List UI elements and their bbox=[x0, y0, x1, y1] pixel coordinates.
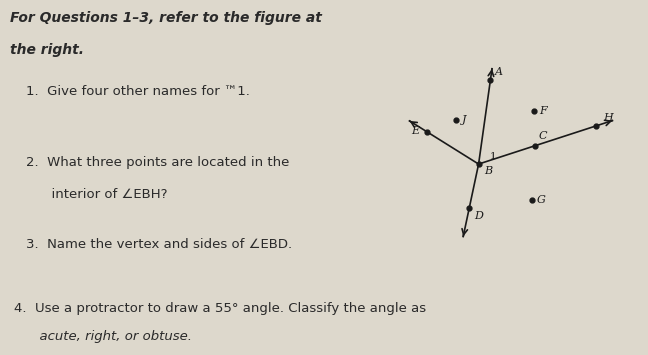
Text: interior of ∠EBH?: interior of ∠EBH? bbox=[26, 188, 167, 201]
Text: A: A bbox=[495, 67, 503, 77]
Text: For Questions 1–3, refer to the figure at: For Questions 1–3, refer to the figure a… bbox=[10, 11, 322, 24]
Text: E: E bbox=[411, 126, 419, 136]
Text: 3.  Name the vertex and sides of ∠EBD.: 3. Name the vertex and sides of ∠EBD. bbox=[26, 238, 292, 251]
Text: J: J bbox=[461, 115, 466, 125]
Text: C: C bbox=[538, 131, 547, 141]
Text: 2.  What three points are located in the: 2. What three points are located in the bbox=[26, 156, 289, 169]
Text: 1.  Give four other names for ™1.: 1. Give four other names for ™1. bbox=[26, 85, 249, 98]
Text: G: G bbox=[537, 195, 546, 204]
Text: 4.  Use a protractor to draw a 55° angle. Classify the angle as: 4. Use a protractor to draw a 55° angle.… bbox=[14, 302, 426, 315]
Text: H: H bbox=[603, 113, 613, 123]
Text: the right.: the right. bbox=[10, 43, 84, 56]
Text: B: B bbox=[485, 166, 492, 176]
Text: D: D bbox=[474, 211, 483, 221]
Text: F: F bbox=[539, 106, 547, 116]
Text: 1: 1 bbox=[490, 152, 497, 161]
Text: acute, right, or obtuse.: acute, right, or obtuse. bbox=[14, 330, 192, 343]
